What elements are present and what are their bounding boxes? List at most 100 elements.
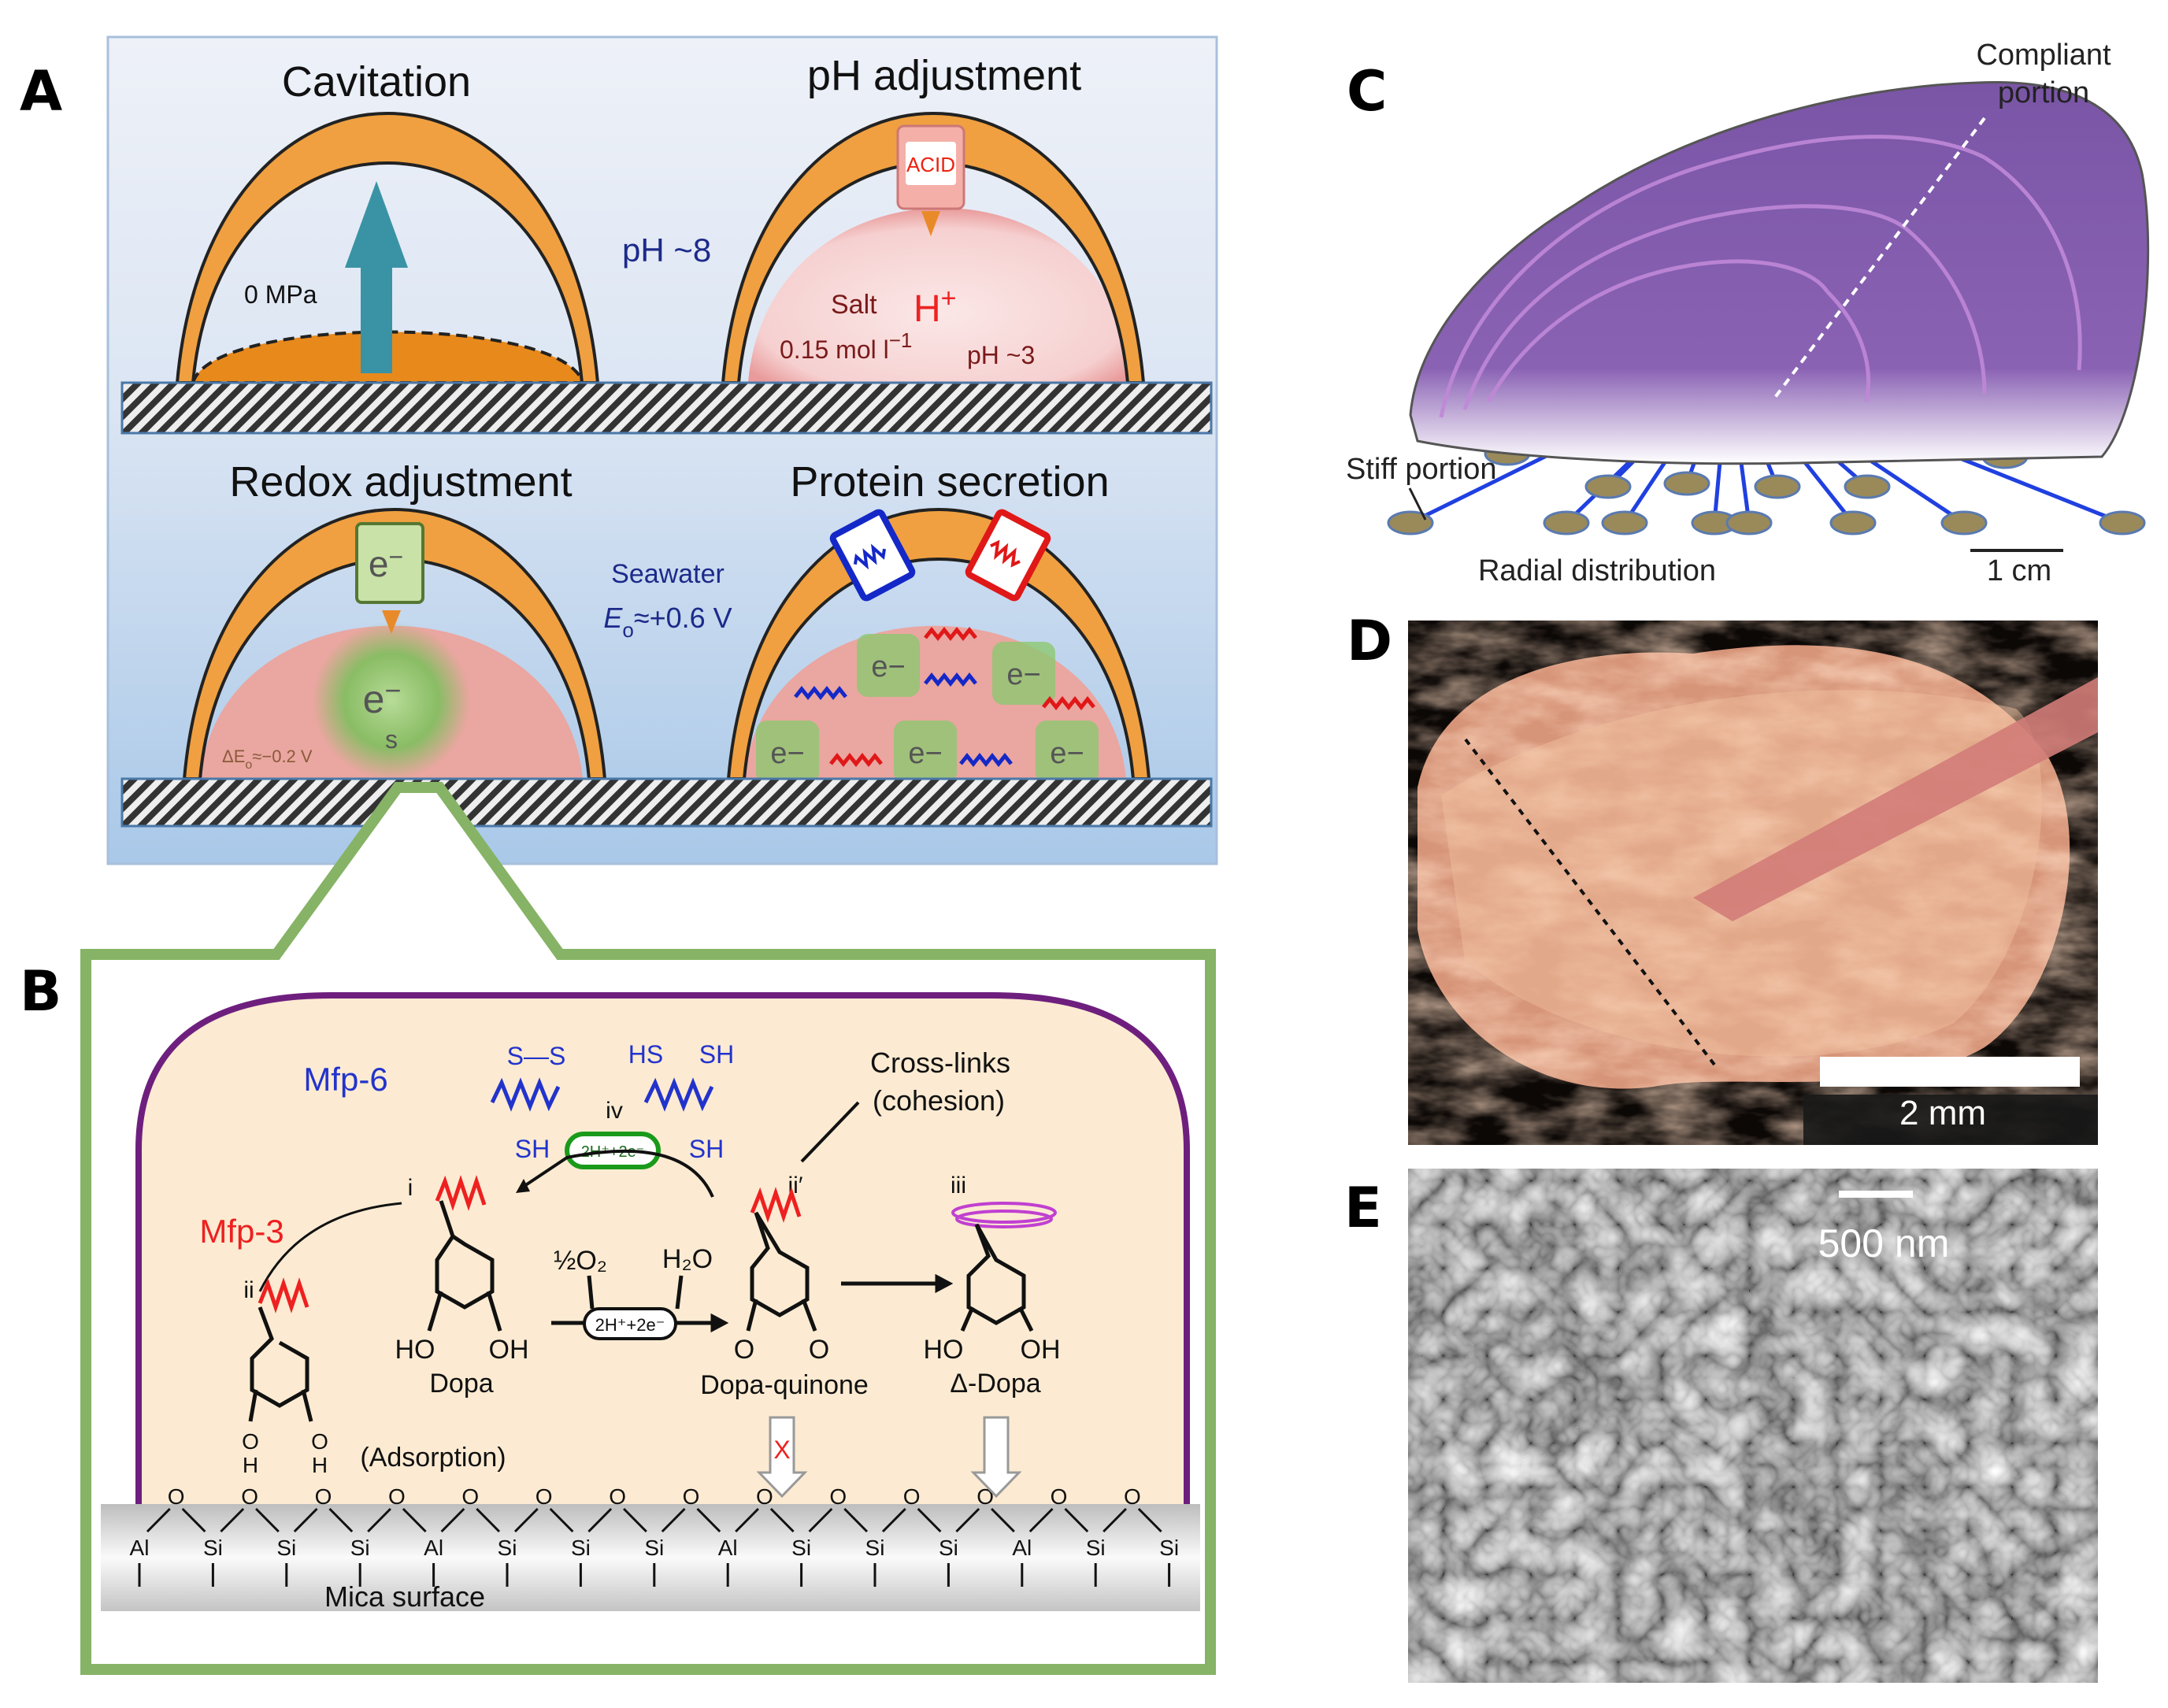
protein-chain <box>924 626 977 642</box>
panel-label-b: B <box>20 959 61 1024</box>
panel-e: E 500 nm <box>1344 1169 2098 1683</box>
mica-atom: Al <box>718 1536 738 1560</box>
section-line <box>1464 738 1716 1066</box>
ph-adjustment-scene: pH adjustment ACID Salt H+ 0.15 mol l−1 … <box>622 52 1145 384</box>
dopa-quinone-structure <box>746 1211 817 1332</box>
stiff-portion-label: Stiff portion <box>1346 453 1497 486</box>
surface-subscript: s <box>385 725 398 754</box>
plaque-interior <box>135 992 1190 1510</box>
mica-surface <box>101 1504 1200 1611</box>
mica-atom: Al <box>130 1536 150 1560</box>
protein-secretion-title: Protein secretion <box>790 458 1109 506</box>
delta-dopa-structure <box>960 1223 1034 1332</box>
mica-oxygen: O <box>1051 1484 1068 1509</box>
crosslink-arrow <box>800 1101 860 1163</box>
electron-cluster <box>1036 721 1099 784</box>
dopa-label: Dopa <box>429 1369 493 1399</box>
mica-bond <box>146 1507 206 1533</box>
electron-cluster <box>756 721 819 784</box>
mica-atom: Si <box>203 1536 223 1560</box>
hydroxyl-label: OH <box>489 1335 529 1365</box>
adhesive-plaque <box>1663 471 1710 496</box>
mica-bond <box>661 1507 721 1533</box>
mica-bond <box>955 1507 1015 1533</box>
adhesive-plaque <box>1584 474 1632 499</box>
mica-atom: Si <box>939 1536 958 1560</box>
mfp6-chain <box>643 1077 714 1112</box>
disulfide-label: S—S <box>507 1042 566 1070</box>
mica-atom: Si <box>1086 1536 1106 1560</box>
recycle-arrow <box>518 1149 714 1198</box>
surface-electron-glow <box>313 622 470 780</box>
mica-atom: Si <box>498 1536 517 1560</box>
adhesive-plaque <box>2099 510 2146 535</box>
protein-secretion-scene: Protein secretion e− e− e− e− e− <box>727 458 1151 784</box>
lower-substrate <box>120 777 1213 828</box>
panel-label-d: D <box>1347 609 1392 673</box>
vesicle-electron: e− <box>369 543 403 584</box>
redox-adjustment-scene: Redox adjustment e− s e− ΔEo≈−0.2 V <box>183 458 606 780</box>
mfp3-chain <box>258 1277 309 1313</box>
mica-bond <box>735 1507 795 1533</box>
scale-label-c: 1 cm <box>1987 554 2051 587</box>
acid-label: ACID <box>906 153 955 176</box>
adhesive-plaque <box>1543 510 1590 535</box>
dopa-quinone-label: Dopa-quinone <box>700 1370 869 1400</box>
salt-label: Salt <box>831 290 877 320</box>
ph-adjustment-title: pH adjustment <box>807 52 1081 99</box>
panel-label-c: C <box>1347 59 1387 124</box>
protein-chain <box>829 752 883 768</box>
inside-ph: pH ~3 <box>967 341 1035 369</box>
scale-bar-e <box>1839 1191 1913 1198</box>
step-iii-label: iii <box>951 1173 966 1199</box>
mica-lattice: Al O Si O Si O Si O Al O Si O Si O Si O Al O Si O Si O Si O Al O S… <box>130 1484 1179 1587</box>
redox-potential-delta: ΔEo≈−0.2 V <box>222 747 313 772</box>
hydroxyl-o: O <box>242 1429 259 1454</box>
blocked-mark: X <box>773 1436 790 1464</box>
seawater-label: Seawater <box>611 559 725 589</box>
salt-concentration: 0.15 mol l−1 <box>780 328 912 364</box>
adhesive-plaque <box>1829 510 1877 535</box>
adsorption-label: (Adsorption) <box>360 1443 506 1473</box>
seawater-potential: Eo≈+0.6 V <box>603 602 732 642</box>
adsorption-arrow-delta-dopa <box>970 1416 1022 1499</box>
radial-distribution-label: Radial distribution <box>1478 554 1716 587</box>
mica-oxygen: O <box>1124 1484 1141 1509</box>
mfp6-thiol-group: S—S HS SH SH SH <box>490 1040 734 1163</box>
oxidation-pill <box>583 1307 677 1340</box>
mica-bond <box>293 1507 354 1533</box>
mica-atom: Si <box>276 1536 296 1560</box>
carbonyl-label: O <box>809 1335 829 1365</box>
red-protein-vesicle <box>965 509 1051 602</box>
thiol-label: SH <box>515 1135 550 1163</box>
thiol-label: SH <box>689 1135 724 1163</box>
pressure-label: 0 MPa <box>244 280 317 309</box>
cavitation-scene: Cavitation 0 MPa <box>176 58 599 384</box>
mica-atom: Si <box>350 1536 370 1560</box>
mica-atom: Si <box>791 1536 811 1560</box>
hydroxyl-label: OH <box>1021 1335 1061 1365</box>
adhesive-plaque <box>1940 510 1988 535</box>
mica-bond <box>220 1507 280 1533</box>
panel-label-e: E <box>1344 1176 1382 1240</box>
cavitation-title: Cavitation <box>282 58 471 106</box>
mfp6-label: Mfp-6 <box>303 1061 387 1098</box>
oxidation-pill-label: 2H⁺+2e⁻ <box>595 1315 665 1335</box>
mica-oxygen: O <box>461 1484 479 1509</box>
seawater-ph: pH ~8 <box>622 232 711 269</box>
thiol-label: SH <box>699 1040 734 1069</box>
stiff-pointer <box>1408 487 1427 521</box>
thiol-label: HS <box>628 1040 663 1069</box>
protein-chain <box>794 685 847 701</box>
mica-oxygen: O <box>609 1484 626 1509</box>
proton-label: H+ <box>914 283 957 330</box>
blocked-adsorption-arrow: X <box>756 1416 808 1499</box>
mica-oxygen: O <box>829 1484 847 1509</box>
dopa-molecules <box>248 1175 1057 1422</box>
mica-bond <box>440 1507 501 1533</box>
mica-oxygen: O <box>756 1484 773 1509</box>
panel-label-a: A <box>20 59 62 124</box>
mica-oxygen: O <box>536 1484 553 1509</box>
delta-dopa-label: Δ-Dopa <box>950 1369 1040 1399</box>
panel-b: B AlOSiOSiOSiOAlOSiOSiOSiOAlOSiOSiOSiOAl… <box>20 782 1216 1675</box>
